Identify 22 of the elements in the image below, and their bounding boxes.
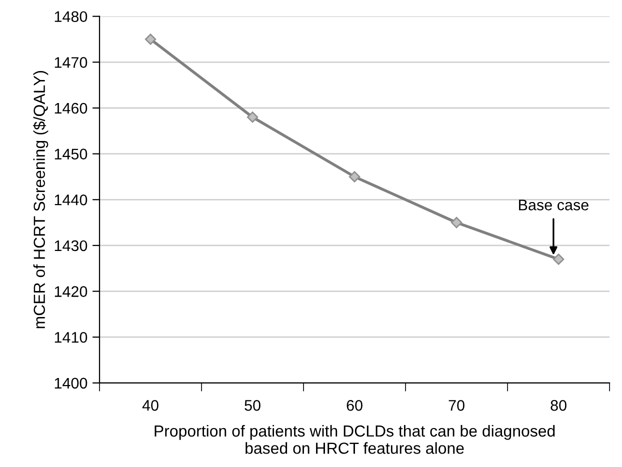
y-tick-label: 1410 xyxy=(54,332,88,343)
annotation: Base case xyxy=(519,200,588,210)
x-tick-label: 80 xyxy=(550,400,566,411)
point xyxy=(246,112,258,123)
y-tick-label: 1400 xyxy=(54,378,88,389)
x-tick-label: 60 xyxy=(346,400,362,411)
y-tick-label: 1450 xyxy=(54,148,88,160)
x-tick-label: 70 xyxy=(448,400,464,411)
point xyxy=(144,34,156,45)
y-tick-label: 1440 xyxy=(54,194,88,206)
x-tick-label: 50 xyxy=(244,400,260,411)
x-axis-title: Proportion of patients with DCLDs that can be diagnosed based on HRCT features alone xyxy=(154,424,555,454)
x-tick-label: 40 xyxy=(142,400,158,411)
point xyxy=(348,171,360,182)
point xyxy=(450,216,462,228)
point xyxy=(552,254,564,265)
y-tick-label: 1430 xyxy=(54,240,88,252)
y-tick-label: 1480 xyxy=(54,11,88,22)
y-tick-label: 1470 xyxy=(54,57,88,68)
y-axis-title: mCER of HCRT Screening ($/QALY) xyxy=(33,71,48,328)
y-tick-label: 1460 xyxy=(54,102,88,114)
y-tick-label: 1420 xyxy=(54,286,88,297)
